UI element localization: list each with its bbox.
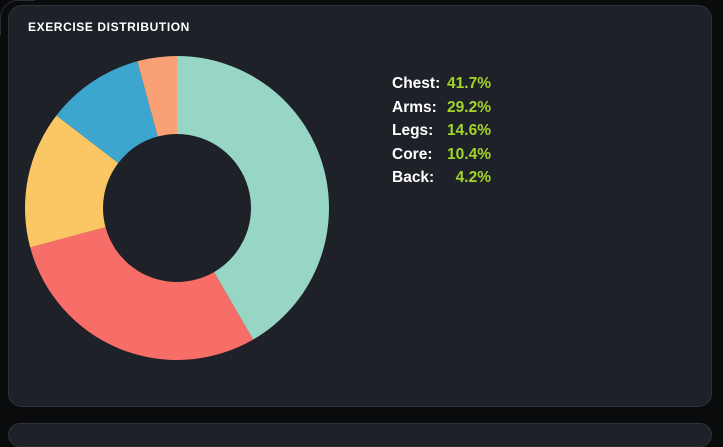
legend-row-arms: Arms: 29.2%	[392, 96, 491, 120]
legend-row-chest: Chest: 41.7%	[392, 72, 491, 96]
next-card-partial	[8, 423, 712, 447]
legend-value: 29.2%	[447, 98, 491, 116]
donut-chart	[22, 53, 332, 363]
card-title: EXERCISE DISTRIBUTION	[28, 20, 190, 34]
legend-value: 4.2%	[455, 169, 491, 186]
legend-value: 14.6%	[447, 122, 491, 139]
legend-label: Chest:	[392, 75, 441, 92]
legend-label: Back:	[392, 169, 435, 186]
donut-segment-chest[interactable]	[177, 56, 329, 340]
legend-label: Legs:	[392, 122, 434, 139]
legend-value: 41.7%	[447, 75, 491, 92]
legend-value: 10.4%	[447, 145, 491, 163]
donut-segment-back[interactable]	[137, 56, 177, 137]
donut-segment-legs[interactable]	[25, 115, 119, 248]
donut-segment-core[interactable]	[56, 61, 158, 163]
donut-chart-svg[interactable]	[22, 53, 332, 363]
legend-row-core: Core: 10.4%	[392, 143, 491, 167]
donut-segment-arms[interactable]	[30, 227, 254, 360]
legend-label: Core:	[392, 145, 433, 163]
chart-legend: Chest: 41.7% Arms: 29.2% Legs: 14.6% Core: 10.4…	[392, 72, 491, 190]
legend-row-back: Back: 4.2%	[392, 166, 491, 190]
legend-label: Arms:	[392, 98, 437, 116]
legend-row-legs: Legs: 14.6%	[392, 119, 491, 143]
exercise-distribution-card: EXERCISE DISTRIBUTION Chest: 41.7% Arms: 29…	[8, 5, 712, 407]
